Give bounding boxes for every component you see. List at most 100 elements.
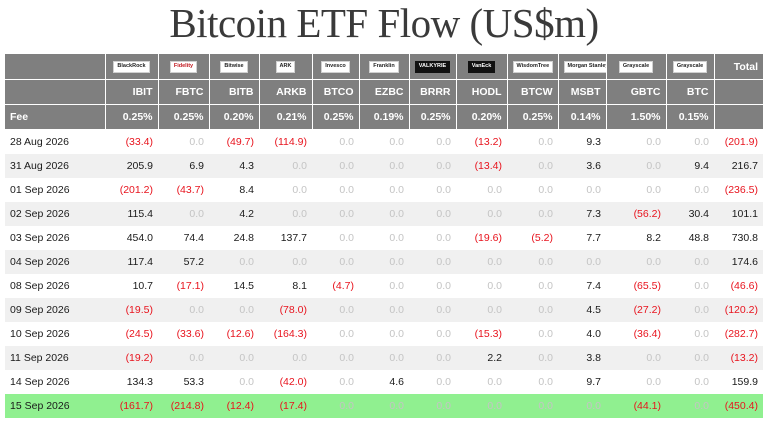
flow-cell: 0.0 bbox=[209, 298, 259, 322]
flow-cell: 0.0 bbox=[436, 280, 451, 292]
flow-cell: 0.0 bbox=[538, 136, 553, 148]
flow-cell: (33.4) bbox=[125, 136, 153, 148]
flow-cell: 8.4 bbox=[239, 184, 254, 196]
fee-cell: 0.25% bbox=[507, 104, 559, 130]
flow-cell: (49.7) bbox=[226, 136, 254, 148]
issuer-logo-cell: Bitwise bbox=[209, 54, 260, 80]
total-cell: (46.6) bbox=[730, 280, 758, 292]
flow-cell: 0.0 bbox=[409, 202, 456, 226]
issuer-logo-cell: VanEck bbox=[456, 54, 508, 80]
flow-cell: 115.4 bbox=[105, 202, 158, 226]
flow-cell: (164.3) bbox=[273, 328, 307, 340]
fee-cell: 0.14% bbox=[558, 104, 607, 130]
ticker-header: ARKB bbox=[259, 79, 313, 105]
date-cell: 01 Sep 2026 bbox=[10, 184, 70, 196]
flow-cell: (12.6) bbox=[226, 328, 254, 340]
flow-cell: 0.0 bbox=[606, 154, 666, 178]
flow-cell: 0.0 bbox=[292, 184, 307, 196]
flow-cell: 0.0 bbox=[456, 202, 507, 226]
flow-cell: 0.0 bbox=[487, 184, 502, 196]
flow-cell: 0.0 bbox=[389, 328, 404, 340]
issuer-logo-cell: Morgan Stanley bbox=[558, 54, 607, 80]
flow-cell: 134.3 bbox=[126, 376, 153, 388]
flow-cell: 4.6 bbox=[389, 376, 404, 388]
flow-cell: 4.3 bbox=[209, 154, 259, 178]
flow-cell: 0.0 bbox=[359, 394, 409, 418]
issuer-logo: VanEck bbox=[467, 60, 496, 73]
flow-cell: 0.0 bbox=[436, 376, 451, 388]
flow-cell: 0.0 bbox=[312, 202, 359, 226]
total-cell: 159.9 bbox=[731, 376, 758, 388]
date-cell: 02 Sep 2026 bbox=[5, 202, 105, 226]
flow-cell: 0.0 bbox=[259, 154, 312, 178]
flow-cell: 48.8 bbox=[688, 232, 709, 244]
flow-cell: 7.3 bbox=[558, 202, 606, 226]
issuer-logo-cell: BlackRock bbox=[105, 54, 159, 80]
flow-cell: 0.0 bbox=[158, 298, 209, 322]
flow-cell: (42.0) bbox=[279, 376, 307, 388]
flow-cell: 0.0 bbox=[507, 346, 558, 370]
flow-cell: 0.0 bbox=[538, 376, 553, 388]
flow-cell: 0.0 bbox=[646, 184, 661, 196]
date-cell: 28 Aug 2026 bbox=[10, 136, 69, 148]
date-cell: 04 Sep 2026 bbox=[5, 250, 105, 274]
flow-cell: 0.0 bbox=[389, 136, 404, 148]
ticker-row: IBIT FBTC BITB ARKB BTCO EZBC BRRR HODL BTCW MSBT… bbox=[5, 79, 763, 105]
flow-cell: 0.0 bbox=[359, 154, 409, 178]
ticker-header: BTCW bbox=[507, 79, 559, 105]
date-cell: 15 Sep 2026 bbox=[5, 394, 105, 418]
flow-cell: (12.4) bbox=[209, 394, 259, 418]
table-row: 11 Sep 2026 (19.2) 0.0 0.0 0.0 0.0 0.0 0.0 2.2 0.… bbox=[5, 346, 763, 370]
flow-cell: 0.0 bbox=[507, 250, 558, 274]
flow-cell: 24.8 bbox=[233, 232, 254, 244]
flow-cell: 3.6 bbox=[558, 154, 606, 178]
flow-cell: 0.0 bbox=[538, 280, 553, 292]
table-row: 31 Aug 2026 205.9 6.9 4.3 0.0 0.0 0.0 0.0 (13.4)… bbox=[5, 154, 763, 178]
flow-cell: 4.5 bbox=[558, 298, 606, 322]
flow-cell: (201.2) bbox=[119, 184, 153, 196]
issuer-logo: Grayscale bbox=[672, 60, 708, 73]
flow-cell: 6.9 bbox=[158, 154, 209, 178]
flow-cell: 0.0 bbox=[239, 376, 254, 388]
flow-cell: 9.7 bbox=[586, 376, 601, 388]
flow-cell: 0.0 bbox=[586, 184, 601, 196]
ticker-header: HODL bbox=[456, 79, 508, 105]
ticker-header: BTCO bbox=[312, 79, 360, 105]
flow-cell: 0.0 bbox=[646, 376, 661, 388]
total-cell: (450.4) bbox=[714, 394, 763, 418]
total-header: Total bbox=[714, 54, 763, 80]
flow-cell: 8.2 bbox=[646, 232, 661, 244]
table-row: 03 Sep 2026 454.0 74.4 24.8 137.7 0.0 0.0 0.0 (1… bbox=[5, 226, 763, 250]
flow-cell: 0.0 bbox=[339, 232, 354, 244]
fee-row: Fee 0.25% 0.25% 0.20% 0.21% 0.25% 0.19% 0.25% 0… bbox=[5, 104, 763, 130]
flow-cell: 7.4 bbox=[586, 280, 601, 292]
flow-cell: 0.0 bbox=[694, 184, 709, 196]
flow-cell: 0.0 bbox=[312, 250, 359, 274]
flow-cell: 0.0 bbox=[359, 202, 409, 226]
flow-cell: 0.0 bbox=[409, 154, 456, 178]
flow-cell: 0.0 bbox=[312, 346, 359, 370]
flow-cell: 4.0 bbox=[586, 328, 601, 340]
table-row: 01 Sep 2026 (201.2) (43.7) 8.4 0.0 0.0 0.0 0.0 0… bbox=[5, 178, 763, 202]
flow-cell: (78.0) bbox=[259, 298, 312, 322]
flow-cell: 0.0 bbox=[389, 184, 404, 196]
flow-cell: 0.0 bbox=[507, 298, 558, 322]
flow-cell: 74.4 bbox=[183, 232, 204, 244]
flow-cell: 0.0 bbox=[538, 328, 553, 340]
flow-cell: 0.0 bbox=[259, 346, 312, 370]
issuer-logo-cell: VALKYRIE bbox=[409, 54, 457, 80]
ticker-header: MSBT bbox=[558, 79, 607, 105]
fee-cell: 0.25% bbox=[158, 104, 210, 130]
flow-cell: 205.9 bbox=[105, 154, 158, 178]
flow-cell: 0.0 bbox=[389, 232, 404, 244]
flow-cell: 0.0 bbox=[409, 298, 456, 322]
flow-cell: 137.7 bbox=[280, 232, 307, 244]
flow-cell: 0.0 bbox=[339, 136, 354, 148]
flow-cell: 0.0 bbox=[359, 346, 409, 370]
flow-cell: (19.2) bbox=[105, 346, 158, 370]
flow-cell: 9.4 bbox=[666, 154, 714, 178]
header-blank bbox=[5, 79, 106, 105]
issuer-logo: ARK bbox=[275, 60, 296, 73]
flow-cell: 454.0 bbox=[126, 232, 153, 244]
flow-cell: 0.0 bbox=[436, 136, 451, 148]
